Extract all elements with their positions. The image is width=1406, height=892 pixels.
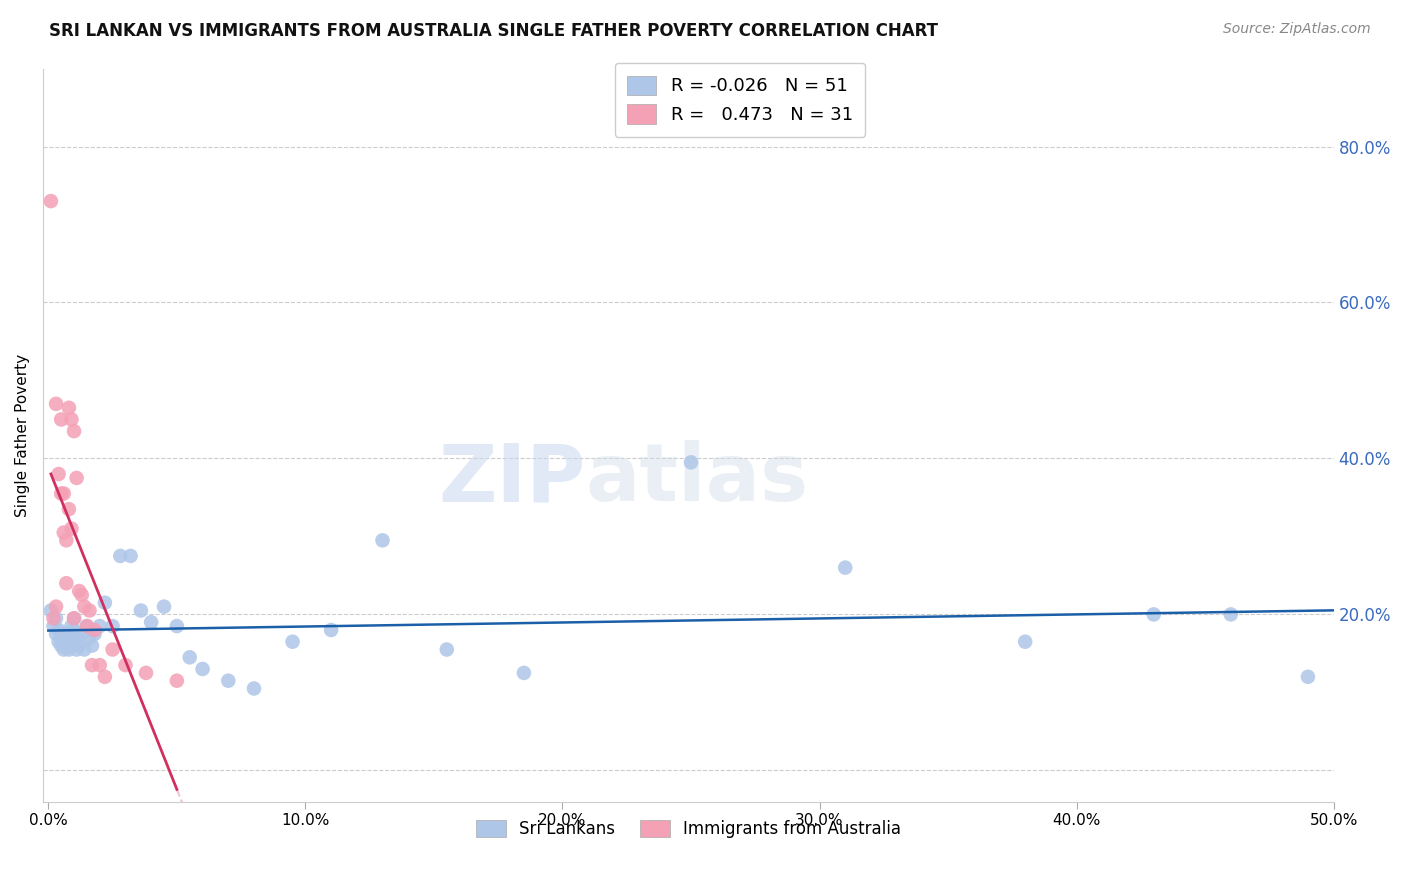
- Point: [101, 642, 124, 657]
- Point: [52, 627, 75, 641]
- Point: [101, 619, 124, 633]
- Point: [166, 673, 188, 688]
- Point: [48, 634, 70, 648]
- Point: [65, 471, 87, 485]
- Point: [45, 599, 67, 614]
- Point: [73, 599, 96, 614]
- Point: [67, 584, 90, 599]
- Point: [63, 424, 86, 438]
- Point: [42, 619, 65, 633]
- Text: atlas: atlas: [585, 440, 808, 518]
- Point: [89, 658, 111, 673]
- Point: [51, 631, 73, 645]
- Point: [243, 681, 266, 696]
- Point: [191, 662, 214, 676]
- Point: [436, 642, 458, 657]
- Point: [67, 639, 90, 653]
- Point: [60, 412, 83, 426]
- Point: [48, 623, 70, 637]
- Point: [1296, 670, 1319, 684]
- Point: [179, 650, 201, 665]
- Point: [114, 658, 136, 673]
- Point: [70, 588, 93, 602]
- Point: [319, 623, 342, 637]
- Point: [39, 194, 62, 208]
- Point: [60, 619, 83, 633]
- Point: [63, 611, 86, 625]
- Point: [120, 549, 142, 563]
- Point: [39, 603, 62, 617]
- Point: [45, 397, 67, 411]
- Point: [55, 533, 77, 548]
- Point: [65, 642, 87, 657]
- Point: [45, 611, 67, 625]
- Point: [52, 525, 75, 540]
- Point: [135, 665, 157, 680]
- Point: [73, 642, 96, 657]
- Point: [166, 619, 188, 633]
- Point: [79, 603, 101, 617]
- Point: [55, 576, 77, 591]
- Point: [217, 673, 239, 688]
- Y-axis label: Single Father Poverty: Single Father Poverty: [15, 353, 30, 516]
- Point: [1014, 634, 1036, 648]
- Point: [281, 634, 304, 648]
- Text: Source: ZipAtlas.com: Source: ZipAtlas.com: [1223, 22, 1371, 37]
- Point: [80, 658, 103, 673]
- Text: ZIP: ZIP: [437, 440, 585, 518]
- Point: [70, 627, 93, 641]
- Point: [58, 631, 80, 645]
- Point: [76, 619, 98, 633]
- Point: [679, 455, 702, 469]
- Point: [63, 611, 86, 625]
- Point: [48, 467, 70, 481]
- Point: [371, 533, 394, 548]
- Point: [76, 619, 98, 633]
- Point: [1219, 607, 1241, 622]
- Point: [58, 642, 80, 657]
- Point: [110, 549, 132, 563]
- Point: [129, 603, 152, 617]
- Point: [55, 627, 77, 641]
- Point: [51, 639, 73, 653]
- Point: [83, 623, 105, 637]
- Point: [63, 623, 86, 637]
- Point: [52, 642, 75, 657]
- Point: [141, 615, 163, 630]
- Point: [58, 502, 80, 516]
- Point: [79, 631, 101, 645]
- Point: [89, 619, 111, 633]
- Point: [513, 665, 536, 680]
- Point: [51, 486, 73, 500]
- Point: [58, 401, 80, 415]
- Point: [55, 634, 77, 648]
- Legend: Sri Lankans, Immigrants from Australia: Sri Lankans, Immigrants from Australia: [470, 813, 908, 845]
- Point: [153, 599, 176, 614]
- Text: SRI LANKAN VS IMMIGRANTS FROM AUSTRALIA SINGLE FATHER POVERTY CORRELATION CHART: SRI LANKAN VS IMMIGRANTS FROM AUSTRALIA …: [49, 22, 938, 40]
- Point: [60, 634, 83, 648]
- Point: [60, 522, 83, 536]
- Point: [80, 639, 103, 653]
- Point: [83, 627, 105, 641]
- Point: [42, 611, 65, 625]
- Point: [52, 486, 75, 500]
- Point: [51, 412, 73, 426]
- Point: [94, 596, 117, 610]
- Point: [65, 631, 87, 645]
- Point: [1143, 607, 1166, 622]
- Point: [834, 560, 856, 574]
- Point: [45, 627, 67, 641]
- Point: [94, 670, 117, 684]
